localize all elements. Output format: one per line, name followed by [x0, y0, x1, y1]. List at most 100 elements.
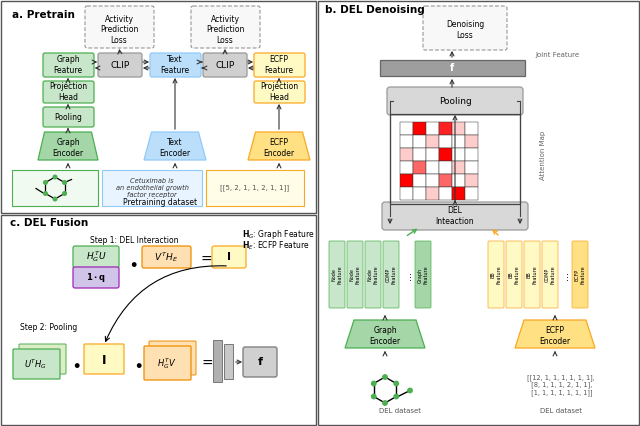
Circle shape	[383, 401, 387, 405]
Bar	[10, 168, 308, 210]
FancyBboxPatch shape	[43, 107, 94, 127]
FancyBboxPatch shape	[84, 344, 124, 374]
Bar	[62, 228, 274, 308]
FancyBboxPatch shape	[254, 53, 305, 77]
Circle shape	[44, 192, 47, 195]
Text: Text
Feature: Text Feature	[161, 55, 189, 75]
Text: CLIP: CLIP	[110, 60, 130, 69]
Bar	[400, 187, 413, 200]
Bar	[400, 135, 413, 148]
Text: $\bullet$: $\bullet$	[128, 254, 138, 272]
Text: f: f	[257, 357, 262, 367]
Bar	[413, 148, 426, 161]
Text: BB
Feature: BB Feature	[491, 266, 501, 284]
Text: $\bullet$: $\bullet$	[133, 355, 143, 373]
Bar	[439, 135, 452, 148]
Text: $\mathbf{H}_G$: Graph Feature: $\mathbf{H}_G$: Graph Feature	[242, 228, 315, 241]
Text: ECFP
Encoder: ECFP Encoder	[264, 138, 294, 158]
Text: =: =	[200, 253, 212, 267]
Bar	[465, 148, 478, 161]
Bar	[465, 135, 478, 148]
Bar	[325, 356, 480, 421]
Bar	[380, 60, 525, 76]
FancyBboxPatch shape	[13, 349, 60, 379]
FancyBboxPatch shape	[542, 241, 558, 308]
Bar	[426, 161, 439, 174]
Text: ...: ...	[403, 271, 413, 279]
Text: Attention Map: Attention Map	[540, 130, 546, 180]
Bar	[452, 148, 465, 161]
Text: a. Pretrain: a. Pretrain	[12, 10, 75, 20]
FancyBboxPatch shape	[142, 246, 191, 268]
Bar	[400, 161, 413, 174]
Bar	[413, 161, 426, 174]
Text: Denoising
Loss: Denoising Loss	[446, 20, 484, 40]
Text: Graph
Feature: Graph Feature	[418, 266, 428, 284]
FancyBboxPatch shape	[415, 241, 431, 308]
Bar	[413, 122, 426, 135]
Bar	[465, 174, 478, 187]
FancyBboxPatch shape	[423, 6, 507, 50]
Text: Pretraining dataset: Pretraining dataset	[123, 198, 197, 207]
Text: Pooling: Pooling	[54, 112, 82, 121]
FancyBboxPatch shape	[212, 246, 246, 268]
FancyBboxPatch shape	[43, 81, 94, 103]
Text: Graph
Encoder: Graph Encoder	[52, 138, 84, 158]
FancyBboxPatch shape	[19, 344, 66, 374]
FancyBboxPatch shape	[43, 53, 94, 77]
Bar	[439, 148, 452, 161]
Circle shape	[53, 197, 57, 201]
Bar	[452, 122, 465, 135]
FancyBboxPatch shape	[488, 241, 504, 308]
Text: ...: ...	[560, 271, 570, 279]
Circle shape	[383, 375, 387, 379]
Bar	[102, 170, 202, 206]
Text: BB
Feature: BB Feature	[527, 266, 538, 284]
FancyBboxPatch shape	[191, 6, 260, 48]
Text: Pooling: Pooling	[438, 97, 472, 106]
Text: ECFP
Encoder: ECFP Encoder	[540, 326, 571, 346]
FancyBboxPatch shape	[387, 87, 523, 115]
FancyBboxPatch shape	[144, 346, 191, 380]
Text: =: =	[201, 357, 213, 371]
Text: I: I	[102, 354, 106, 368]
Text: I: I	[227, 252, 231, 262]
FancyBboxPatch shape	[572, 241, 588, 308]
Bar	[452, 161, 465, 174]
Bar	[465, 122, 478, 135]
Bar	[12, 170, 98, 206]
FancyBboxPatch shape	[73, 246, 119, 268]
Text: ECFP
Feature: ECFP Feature	[264, 55, 294, 75]
Text: ECFP
Feature: ECFP Feature	[575, 266, 586, 284]
Text: Node
Feature: Node Feature	[349, 266, 360, 284]
FancyBboxPatch shape	[347, 241, 363, 308]
Bar	[426, 174, 439, 187]
Text: Node
Feature: Node Feature	[332, 266, 342, 284]
FancyBboxPatch shape	[150, 53, 201, 77]
Bar	[1, 215, 316, 425]
Text: $U^T H_G$: $U^T H_G$	[24, 357, 47, 371]
FancyBboxPatch shape	[149, 341, 196, 375]
Bar	[484, 237, 639, 312]
Text: [[12, 1, 1, 1, 1, 1, 1],
 [8, 1, 1, 1, 2, 1, 1],
 [1, 1, 1, 1, 1, 1, 1]]: [[12, 1, 1, 1, 1, 1, 1], [8, 1, 1, 1, 2,…	[527, 374, 595, 396]
Bar	[452, 135, 465, 148]
Bar	[213, 340, 222, 382]
Bar	[439, 187, 452, 200]
Bar	[484, 356, 639, 421]
Polygon shape	[38, 132, 98, 160]
Text: CLIP: CLIP	[216, 60, 235, 69]
Bar	[325, 237, 480, 312]
Polygon shape	[144, 132, 206, 160]
Text: Joint Feature: Joint Feature	[535, 52, 579, 58]
FancyBboxPatch shape	[382, 202, 528, 230]
Bar	[452, 187, 465, 200]
Polygon shape	[345, 320, 425, 348]
Bar	[426, 122, 439, 135]
Bar	[439, 174, 452, 187]
Bar	[452, 174, 465, 187]
Circle shape	[53, 175, 57, 179]
Text: DEL dataset: DEL dataset	[379, 408, 421, 414]
Bar	[318, 1, 639, 425]
Circle shape	[63, 192, 67, 195]
FancyBboxPatch shape	[85, 6, 154, 48]
